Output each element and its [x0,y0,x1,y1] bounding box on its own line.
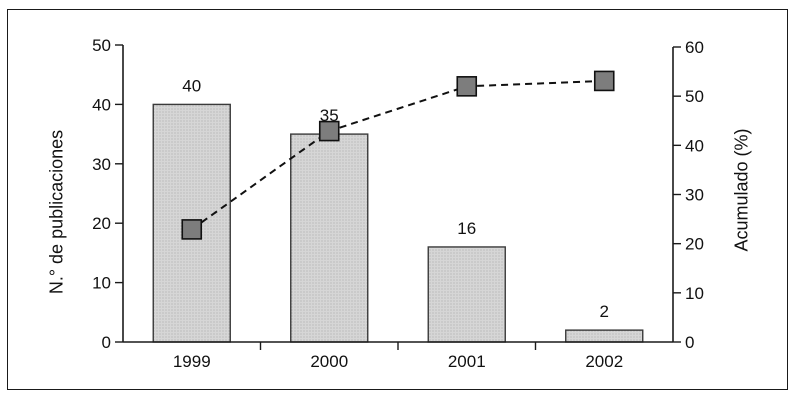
right-axis-ticklabel-30: 30 [685,186,704,205]
cumulative-marker-2002 [593,70,615,92]
bar-value-label-2002: 2 [600,302,609,321]
right-axis-ticklabel-20: 20 [685,235,704,254]
left-axis-ticklabel-10: 10 [92,274,111,293]
cumulative-marker-1999 [181,219,203,240]
bar-2001 [427,246,506,343]
left-axis-ticklabel-20: 20 [92,214,111,233]
right-axis-ticklabel-40: 40 [685,136,704,155]
x-axis-label-2000: 2000 [310,352,348,371]
left-axis-ticklabel-0: 0 [102,333,111,352]
left-axis-title: N.° de publicaciones [46,129,67,295]
x-axis-label-1999: 1999 [173,352,211,371]
x-axis-label-2001: 2001 [448,352,486,371]
x-axis-label-2002: 2002 [585,352,623,371]
left-axis-ticklabel-40: 40 [92,95,111,114]
right-axis-ticklabel-50: 50 [685,87,704,106]
left-axis-ticklabel-30: 30 [92,155,111,174]
bar-value-label-1999: 40 [182,76,201,95]
figure-border [7,9,788,390]
bar-2000 [290,133,369,343]
bar-value-label-2000: 35 [320,106,339,125]
right-axis-ticklabel-10: 10 [685,284,704,303]
cumulative-marker-2001 [456,76,478,97]
right-axis-ticklabel-60: 60 [685,38,704,57]
bar-2002 [565,329,644,343]
right-axis-title: Acumulado (%) [731,128,752,252]
cumulative-line [191,79,605,231]
right-axis-ticklabel-0: 0 [685,333,694,352]
cumulative-marker-2000 [318,120,340,142]
left-axis-ticklabel-50: 50 [92,36,111,55]
bar-value-label-2001: 16 [457,219,476,238]
